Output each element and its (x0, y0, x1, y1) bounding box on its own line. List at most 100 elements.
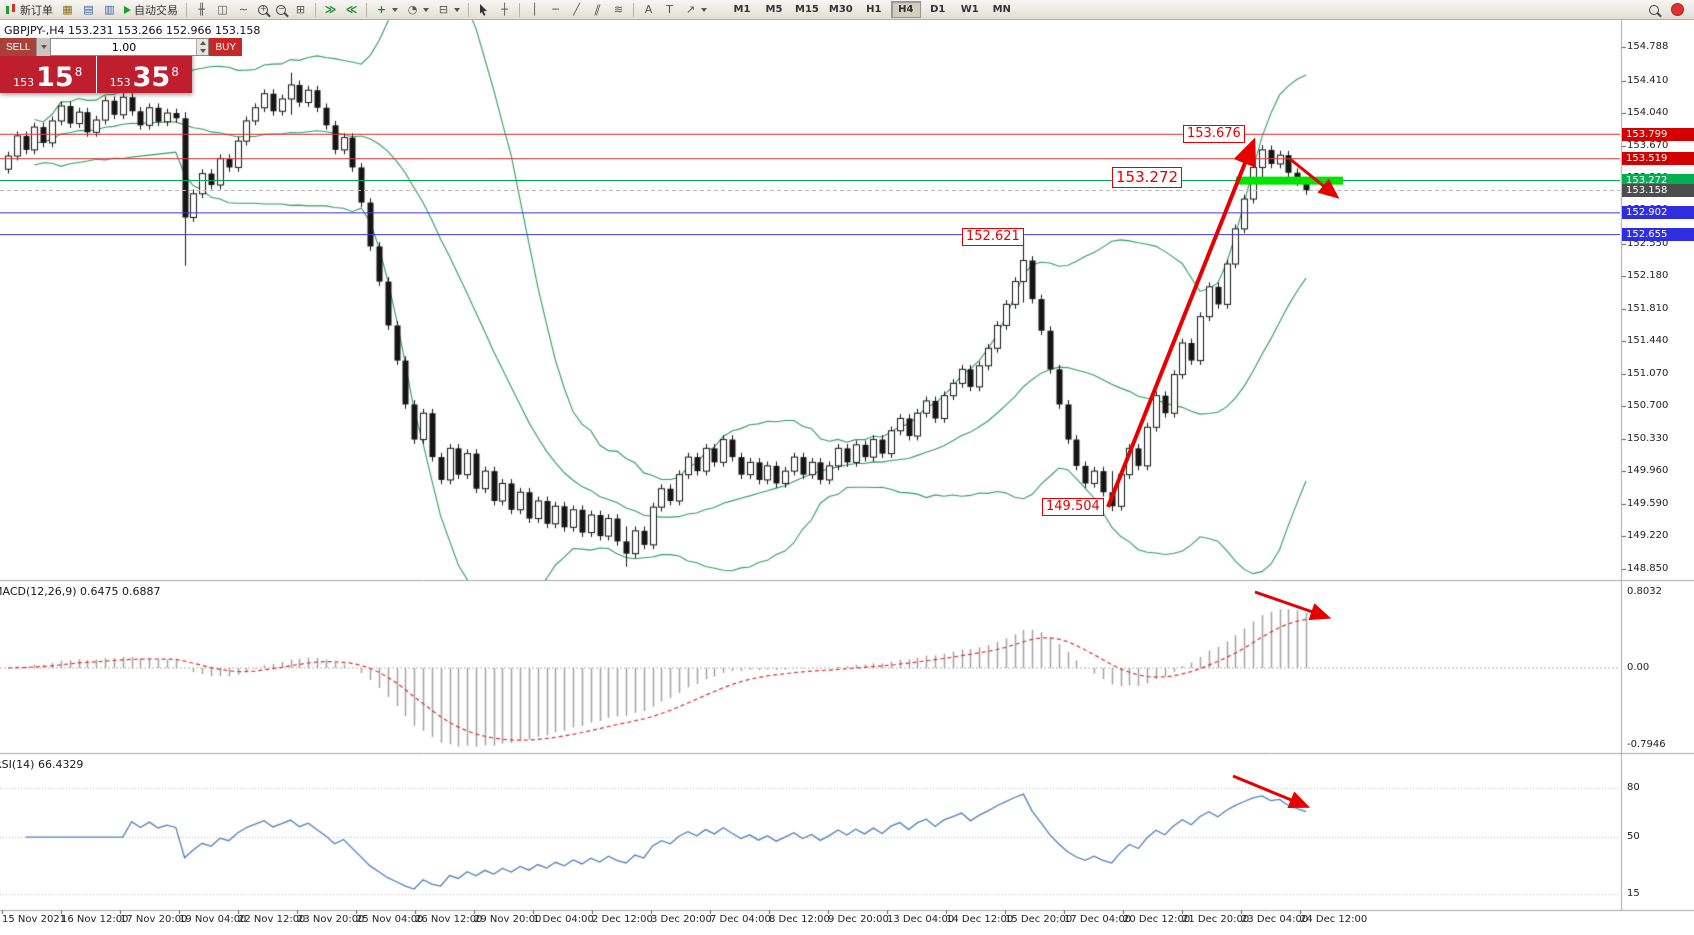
bar-chart-icon: ╫ (198, 3, 205, 16)
buy-price-big: 35 (132, 62, 171, 93)
volume-field (50, 38, 210, 56)
buy-button[interactable]: BUY (209, 38, 243, 56)
trendline-button[interactable]: ╱ (566, 1, 587, 19)
chevron-down-icon (701, 7, 707, 12)
toolbar-utilities (1649, 3, 1684, 16)
label-tool-icon: T (666, 3, 673, 16)
channel-icon: ∥ (592, 3, 603, 16)
templates-button[interactable]: ⊟ (433, 1, 464, 19)
notification-badge[interactable] (1671, 3, 1684, 16)
toolbar-separator (468, 2, 469, 17)
crosshair-icon: ┼ (501, 3, 508, 16)
vertical-line-button[interactable]: │ (524, 1, 545, 19)
toolbar-separator (633, 2, 634, 17)
zoom-in-button[interactable] (254, 1, 272, 19)
charts-button[interactable]: ▦ (57, 1, 78, 19)
new-order-label: 新订单 (20, 3, 53, 17)
horizontal-line-button[interactable]: ─ (545, 1, 566, 19)
rsi-pane-label: RSI(14) 66.4329 (0, 758, 84, 771)
trendline-icon: ╱ (573, 3, 580, 16)
line-chart-icon: ∼ (238, 3, 249, 16)
price-annotation[interactable]: 153.676 (1183, 124, 1245, 143)
sell-price-button[interactable]: 153 15 8 (0, 56, 96, 93)
chart-shift-button[interactable]: ≪ (341, 1, 362, 19)
templates-icon: ⊟ (438, 3, 449, 16)
profiles-button[interactable]: ▤ (78, 1, 99, 19)
buy-price-sup: 8 (171, 65, 179, 79)
toolbar-separator (366, 2, 367, 17)
chevron-up-icon (199, 41, 206, 45)
text-tool-icon: A (644, 3, 653, 16)
profiles-icon: ▤ (83, 3, 94, 16)
toolbar-separator (186, 2, 187, 17)
order-type-dropdown[interactable] (36, 38, 51, 56)
new-order-icon (4, 3, 17, 16)
sell-price-head: 153 (13, 76, 35, 89)
volume-input[interactable] (51, 39, 197, 55)
arrows-tool-button[interactable]: ↗ (680, 1, 711, 19)
price-annotation[interactable]: 149.504 (1042, 497, 1104, 516)
chart-shift-icon: ≪ (345, 3, 358, 16)
sell-price-big: 15 (36, 62, 74, 93)
new-order-button[interactable]: 新订单 (0, 1, 57, 19)
timeframe-h4[interactable]: H4 (890, 1, 921, 18)
periods-button[interactable]: ◔ (402, 1, 433, 19)
timeframe-h1[interactable]: H1 (866, 4, 882, 15)
bar-chart-button[interactable]: ╫ (191, 1, 212, 19)
indicators-icon: + (376, 3, 387, 16)
volume-decrease-button[interactable] (197, 47, 209, 55)
zoom-in-icon (258, 4, 268, 15)
market-watch-button[interactable]: ▥ (99, 1, 120, 19)
indicators-button[interactable]: + (371, 1, 402, 19)
buy-price-head: 153 (109, 76, 131, 89)
sell-button[interactable]: SELL (0, 38, 37, 56)
timeframe-m15[interactable]: M15 (795, 4, 819, 15)
fibonacci-button[interactable]: ≋ (608, 1, 629, 19)
cursor-icon (477, 3, 490, 16)
timeframe-m1[interactable]: M1 (733, 4, 751, 15)
label-tool-button[interactable]: T (659, 1, 680, 19)
timeframe-mn[interactable]: MN (992, 4, 1011, 15)
market-watch-icon: ▥ (104, 3, 115, 16)
vertical-line-icon: │ (531, 3, 538, 16)
auto-trading-icon (124, 5, 131, 14)
buy-price-button[interactable]: 153 35 8 (96, 56, 192, 93)
cursor-button[interactable] (473, 1, 494, 19)
zoom-out-button[interactable] (272, 1, 290, 19)
line-chart-button[interactable]: ∼ (233, 1, 254, 19)
timeframe-m5[interactable]: M5 (765, 4, 783, 15)
text-tool-button[interactable]: A (638, 1, 659, 19)
price-annotation[interactable]: 153.272 (1112, 167, 1183, 189)
volume-increase-button[interactable] (197, 39, 209, 47)
crosshair-button[interactable]: ┼ (494, 1, 515, 19)
main-toolbar: 新订单 ▦ ▤ ▥ 自动交易 ╫ ◫ ∼ ⊞ ≫ ≪ + ◔ ⊟ ┼ │ ─ ╱… (0, 0, 1694, 20)
chevron-down-icon (392, 7, 398, 12)
timeframe-d1[interactable]: D1 (930, 4, 946, 15)
timeframe-toolbar: M1 M5 M15 M30 H1 H4 D1 W1 MN (727, 1, 1017, 18)
one-click-trading-panel: SELL BUY 153 15 8 153 35 8 (0, 38, 243, 93)
price-annotation[interactable]: 152.621 (962, 228, 1024, 247)
timeframe-w1[interactable]: W1 (960, 4, 979, 15)
chevron-down-icon (454, 7, 460, 12)
tile-windows-icon: ⊞ (295, 3, 306, 16)
auto-trading-button[interactable]: 自动交易 (120, 1, 182, 19)
search-icon[interactable] (1649, 4, 1659, 15)
auto-trading-label: 自动交易 (134, 3, 178, 17)
tile-windows-button[interactable]: ⊞ (290, 1, 311, 19)
chevron-down-icon (41, 45, 48, 49)
timeframe-m30[interactable]: M30 (828, 4, 853, 15)
zoom-out-icon (276, 4, 286, 15)
clock-icon: ◔ (407, 3, 418, 16)
candlestick-chart-icon: ◫ (217, 3, 228, 16)
toolbar-separator (519, 2, 520, 17)
channel-button[interactable]: ∥ (587, 1, 608, 19)
chevron-down-icon (199, 49, 206, 53)
fibonacci-icon: ≋ (613, 3, 624, 16)
arrow-tool-icon: ↗ (685, 3, 696, 16)
auto-scroll-button[interactable]: ≫ (320, 1, 341, 19)
candlestick-chart-button[interactable]: ◫ (212, 1, 233, 19)
chart-window-icon: ▦ (62, 3, 73, 16)
macd-pane-label: MACD(12,26,9) 0.6475 0.6887 (0, 585, 161, 598)
